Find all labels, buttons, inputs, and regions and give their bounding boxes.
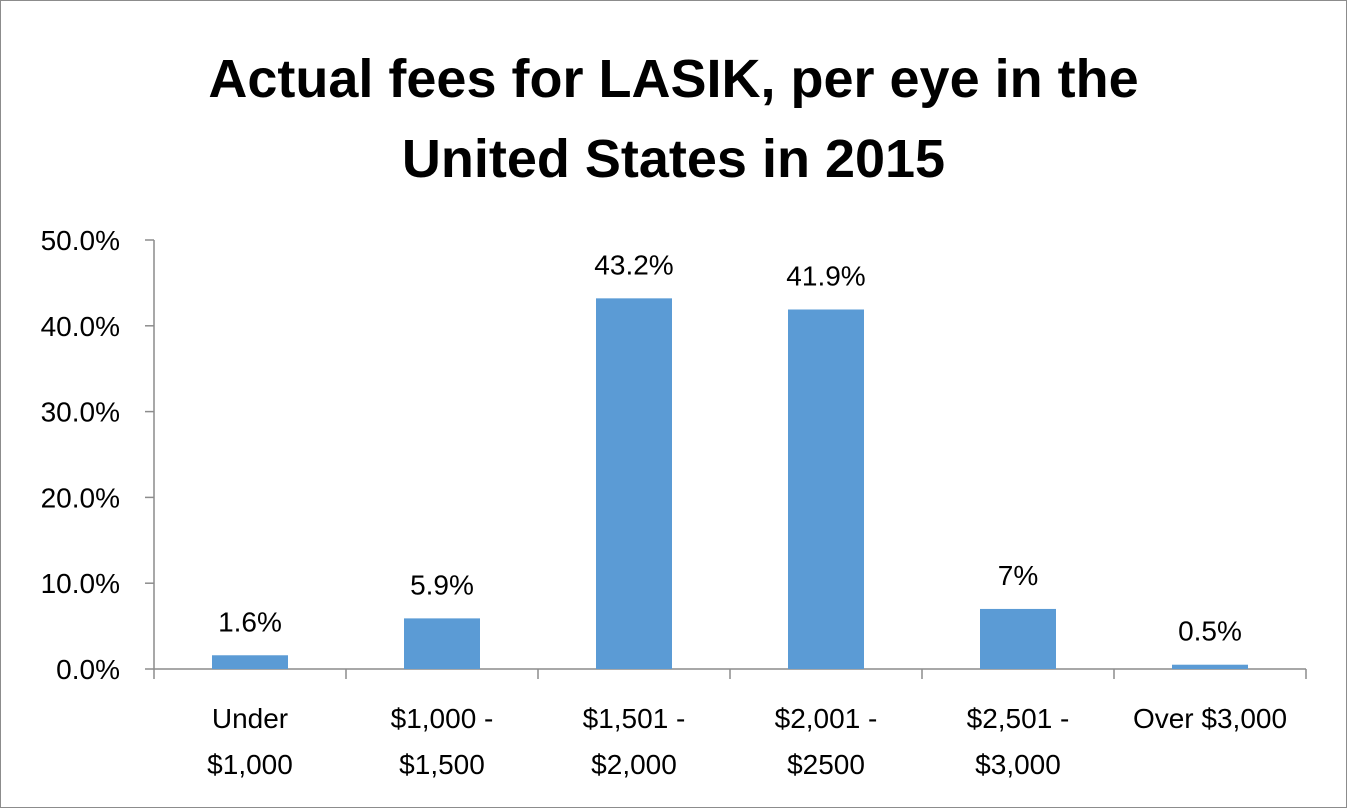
y-tick-label: 0.0%	[56, 654, 120, 685]
data-label: 7%	[998, 560, 1038, 591]
data-label: 1.6%	[218, 606, 282, 637]
y-tick-label: 30.0%	[41, 397, 120, 428]
y-tick-label: 40.0%	[41, 311, 120, 342]
x-category-label: $1,000	[207, 749, 293, 780]
x-category-label: $2,001 -	[775, 703, 878, 734]
y-tick-label: 50.0%	[41, 225, 120, 256]
chart-frame: Actual fees for LASIK, per eye in the Un…	[0, 0, 1347, 808]
bar	[212, 655, 288, 669]
x-category-label: $2500	[787, 749, 865, 780]
x-category-label: Over $3,000	[1133, 703, 1287, 734]
x-category-label: $3,000	[975, 749, 1061, 780]
bar	[788, 309, 864, 669]
x-category-label: $1,000 -	[391, 703, 494, 734]
y-tick-label: 20.0%	[41, 482, 120, 513]
bar	[596, 298, 672, 669]
x-category-label: $1,500	[399, 749, 485, 780]
data-label: 0.5%	[1178, 616, 1242, 647]
data-label: 41.9%	[786, 260, 865, 291]
bar	[1172, 665, 1248, 669]
bar	[980, 609, 1056, 669]
bar-chart: 0.0% 10.0% 20.0% 30.0% 40.0% 50.0% 1.6% Under $1…	[1, 1, 1346, 807]
bar	[404, 618, 480, 669]
x-category-label: $1,501 -	[583, 703, 686, 734]
x-category-label: Under	[212, 703, 288, 734]
x-category-label: $2,501 -	[967, 703, 1070, 734]
data-label: 43.2%	[594, 249, 673, 280]
x-category-label: $2,000	[591, 749, 677, 780]
data-label: 5.9%	[410, 569, 474, 600]
y-tick-label: 10.0%	[41, 568, 120, 599]
